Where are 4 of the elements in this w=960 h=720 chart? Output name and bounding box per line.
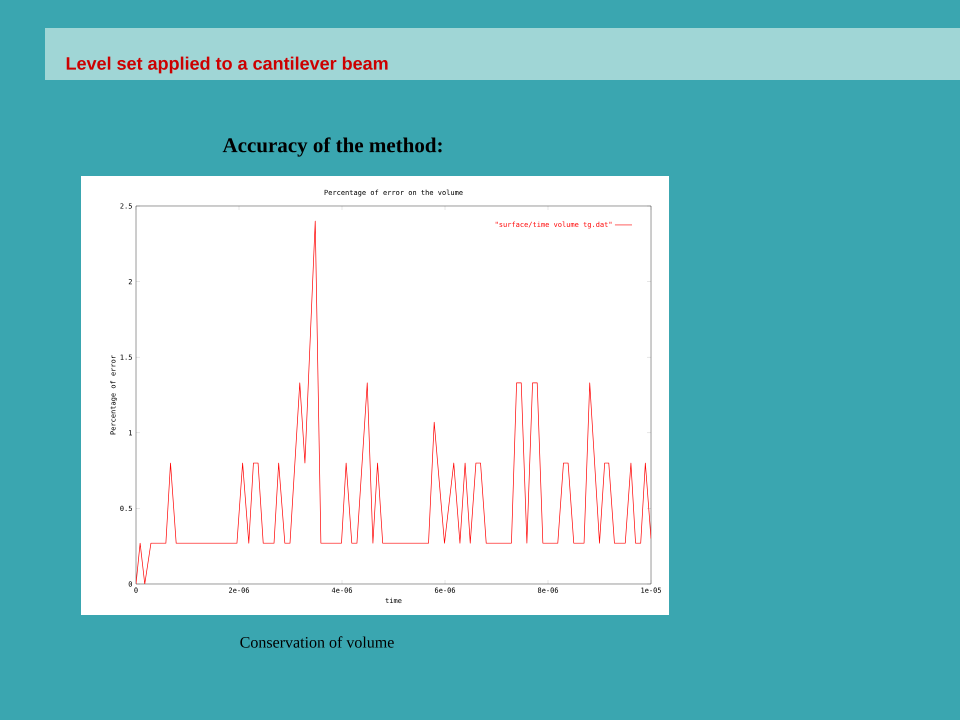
text: Accuracy of the method: [222,137,442,157]
line-series [136,220,652,584]
text: Conservation of volume [240,636,394,648]
text: Level set applied to a cantilever beam [66,56,388,74]
